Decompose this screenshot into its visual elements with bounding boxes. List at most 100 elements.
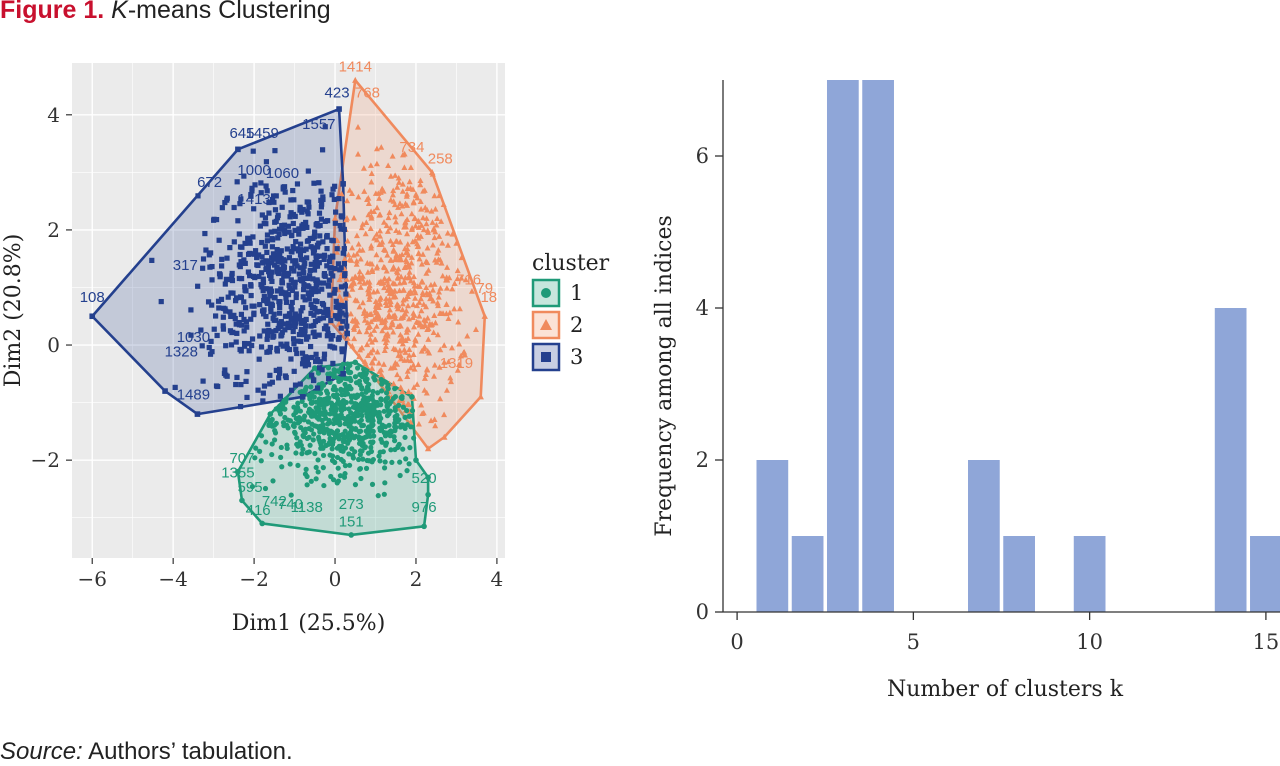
cluster-3-point — [299, 350, 306, 356]
cluster-1-point — [293, 408, 299, 415]
cluster-1-point — [331, 411, 337, 417]
cluster-2-point — [355, 241, 362, 247]
cluster-3-point — [271, 256, 277, 262]
cluster-3-point — [300, 225, 306, 231]
cluster-1-point — [384, 402, 390, 409]
cluster-3-point — [280, 186, 286, 192]
cluster-2-point — [382, 299, 389, 306]
cluster-1-point — [235, 468, 241, 475]
cluster-2-point — [415, 331, 422, 337]
cluster-3-point — [236, 319, 242, 326]
cluster-2-point — [411, 282, 418, 289]
cluster-1-point — [337, 432, 343, 439]
cluster-2-point — [348, 257, 355, 263]
cluster-3-point — [234, 374, 240, 381]
cluster-3-point — [264, 238, 271, 244]
cluster-2-point — [352, 316, 359, 322]
cluster-3-point — [305, 211, 311, 217]
cluster-2-point — [399, 306, 406, 313]
cluster-3-point — [275, 235, 281, 241]
cluster-2-point — [414, 381, 421, 387]
cluster-3-point — [265, 296, 271, 303]
cluster-1-point — [364, 409, 370, 415]
cluster-3-point — [307, 267, 313, 274]
cluster-1-point — [287, 461, 293, 467]
cluster-3-point — [262, 243, 268, 249]
cluster-3-point — [278, 266, 284, 273]
cluster-2-point — [410, 273, 417, 280]
cluster-2-point — [420, 226, 427, 233]
cluster-3-point — [301, 281, 307, 288]
cluster-2-point — [392, 172, 399, 178]
cluster-3-point — [306, 204, 312, 210]
bar-x-tick-label: 15 — [1253, 630, 1280, 654]
cluster-2-point — [387, 173, 394, 179]
cluster-1-point — [387, 433, 393, 439]
cluster-1-point — [404, 407, 410, 414]
cluster-3-point — [283, 295, 289, 301]
cluster-3-point — [338, 226, 344, 232]
cluster-2-point — [353, 257, 360, 264]
cluster-3-point — [302, 355, 308, 361]
cluster-3-point — [288, 387, 295, 393]
bar-x-tick-label: 10 — [1076, 630, 1103, 654]
cluster-3-point — [222, 281, 228, 287]
cluster-3-point — [309, 372, 315, 378]
cluster-3-point — [308, 301, 314, 308]
cluster-3-point — [202, 230, 208, 237]
cluster-1-point — [344, 376, 350, 382]
cluster-2-point — [401, 264, 408, 271]
cluster-2-point — [445, 358, 452, 365]
cluster-3-point — [273, 193, 279, 199]
cluster-3-point — [302, 275, 308, 281]
cluster-2-point — [366, 311, 373, 318]
cluster-1-point — [326, 439, 333, 446]
cluster-2-point — [402, 218, 409, 225]
cluster-2-point — [432, 256, 439, 263]
cluster-3-point — [303, 246, 309, 252]
cluster-2-point-label: 18 — [480, 289, 497, 306]
cluster-3-point — [228, 313, 234, 320]
cluster-3-point — [263, 183, 269, 189]
cluster-3-point — [250, 251, 257, 257]
cluster-1-point — [320, 421, 326, 428]
cluster-2-point — [336, 320, 343, 327]
cluster-3-point — [260, 276, 266, 282]
cluster-1-point — [309, 412, 315, 418]
cluster-2-point — [401, 245, 408, 252]
cluster-3-point — [271, 311, 277, 317]
cluster-1-point — [296, 414, 302, 421]
source-text: Authors’ tabulation. — [82, 738, 293, 765]
cluster-3-point — [268, 275, 274, 281]
cluster-3-point — [244, 369, 250, 375]
cluster-1-point — [360, 422, 367, 428]
cluster-1-point — [312, 365, 318, 371]
cluster-2-point — [376, 300, 383, 306]
cluster-3-point — [286, 324, 292, 331]
cluster-3-point — [232, 315, 238, 322]
cluster-3-point — [321, 309, 327, 316]
cluster-2-point — [418, 278, 425, 284]
cluster-1-point — [352, 359, 359, 366]
cluster-3-point — [247, 273, 253, 279]
cluster-2-point — [400, 287, 407, 293]
cluster-1-point — [392, 394, 399, 400]
cluster-2-point — [434, 249, 441, 256]
cluster-3-point — [305, 291, 311, 297]
cluster-3-point — [251, 311, 257, 318]
cluster-2-point — [399, 340, 406, 347]
cluster-2-point — [416, 255, 423, 262]
cluster-2-point — [394, 371, 401, 378]
cluster-3-point — [281, 222, 288, 228]
cluster-3-point — [313, 256, 319, 263]
cluster-3-point — [290, 220, 296, 227]
cluster-3-point — [279, 204, 285, 210]
cluster-2-point — [404, 326, 411, 332]
cluster-2-point — [425, 336, 432, 342]
cluster-3-point — [330, 333, 336, 339]
cluster-2-point — [387, 256, 394, 263]
cluster-2-point — [404, 400, 411, 407]
cluster-1-point — [335, 478, 342, 484]
cluster-2-point — [377, 227, 384, 234]
